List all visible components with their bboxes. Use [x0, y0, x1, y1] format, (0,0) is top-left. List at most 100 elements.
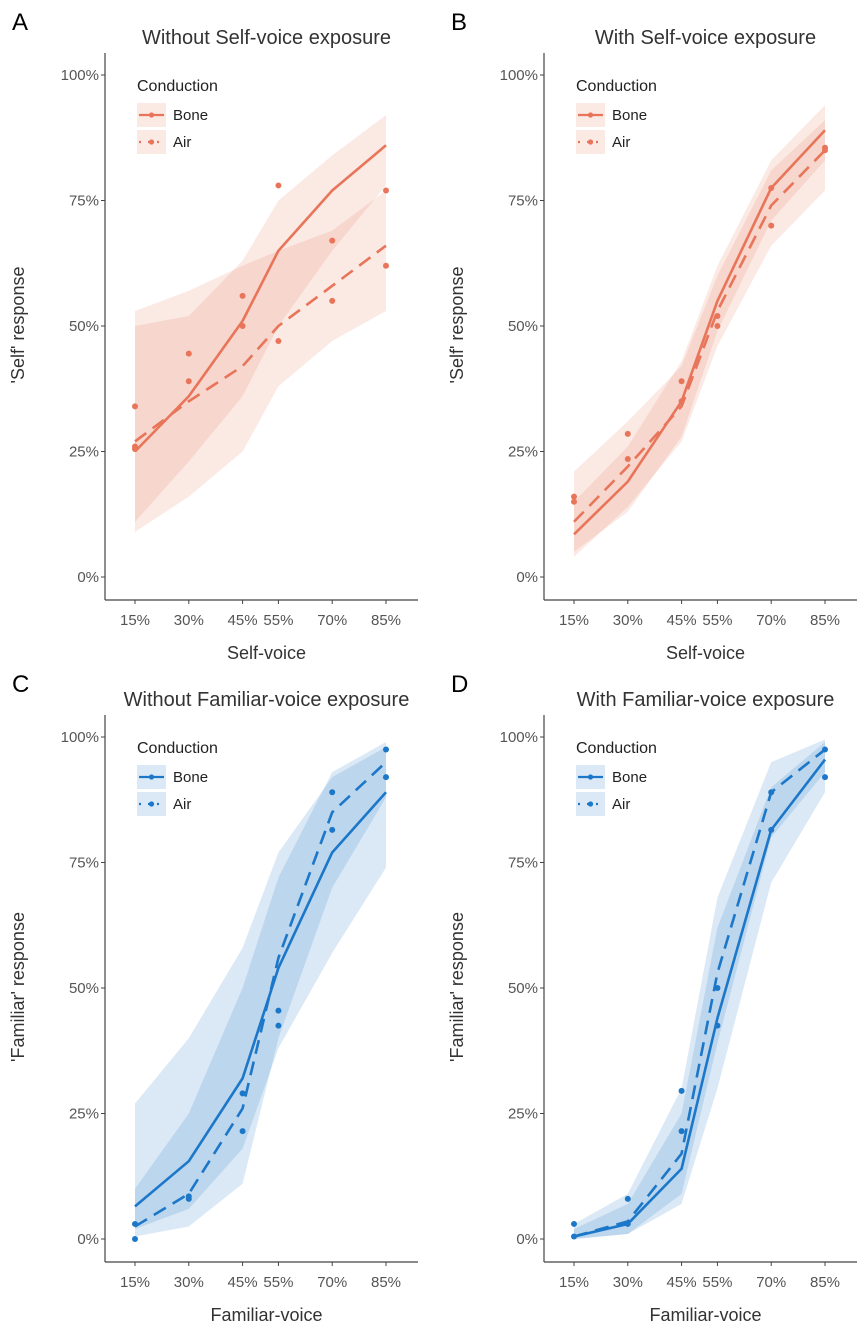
y-tick-label: 100%	[61, 67, 99, 84]
data-point-bone	[714, 1022, 721, 1029]
data-point-bone	[185, 378, 192, 385]
data-point-air	[329, 297, 336, 304]
x-tick-label: 45%	[667, 612, 697, 629]
data-point-air	[132, 403, 138, 410]
ci-ribbon-air	[574, 120, 825, 557]
y-axis-label: 'Familiar' response	[8, 912, 28, 1062]
x-axis-label: Familiar-voice	[649, 1305, 761, 1325]
ci-ribbon-air	[135, 190, 386, 532]
x-tick-label: 85%	[371, 1274, 401, 1291]
legend-key-point	[587, 774, 594, 780]
legend-key-point	[587, 801, 594, 807]
legend-key-point	[587, 112, 594, 118]
legend-key-point	[148, 801, 155, 807]
y-tick-label: 25%	[69, 444, 99, 461]
data-point-air	[185, 350, 192, 357]
data-point-air	[239, 292, 246, 299]
panel-letter: A	[12, 9, 28, 36]
legend: Conduction Bone Air	[137, 78, 218, 154]
x-tick-label: 70%	[317, 612, 347, 629]
chart-title: Without Self-voice exposure	[142, 27, 391, 49]
data-point-bone	[571, 1233, 577, 1240]
data-point-bone	[822, 746, 828, 753]
y-tick-label: 75%	[508, 193, 538, 210]
data-point-air	[571, 1220, 577, 1227]
ci-ribbon-bone	[135, 115, 386, 522]
series-line-bone	[573, 758, 827, 1238]
x-tick-label: 15%	[559, 1274, 589, 1291]
x-axis-label: Self-voice	[666, 643, 745, 663]
y-tick-label: 50%	[508, 980, 538, 997]
x-tick-label: 15%	[120, 1274, 150, 1291]
x-axis-label: Familiar-voice	[210, 1305, 322, 1325]
legend-label: Bone	[612, 769, 647, 786]
x-axis-label: Self-voice	[227, 643, 306, 663]
y-tick-label: 0%	[516, 569, 538, 586]
x-tick-label: 30%	[613, 1274, 643, 1291]
data-point-air	[571, 493, 577, 500]
y-tick-label: 100%	[500, 67, 538, 84]
x-tick-label: 45%	[228, 612, 258, 629]
ci-ribbon-air	[574, 739, 825, 1239]
data-point-air	[822, 774, 828, 781]
data-point-bone	[329, 237, 336, 244]
series-line-air	[573, 149, 826, 523]
legend-title: Conduction	[137, 78, 218, 95]
x-tick-label: 85%	[371, 612, 401, 629]
x-tick-label: 55%	[702, 1274, 732, 1291]
data-point-air	[768, 789, 775, 796]
data-point-bone	[678, 1128, 685, 1135]
legend-label: Bone	[173, 769, 208, 786]
ci-ribbon-bone	[135, 747, 386, 1229]
data-point-air	[714, 985, 721, 991]
x-tick-label: 15%	[559, 612, 589, 629]
y-tick-label: 25%	[69, 1106, 99, 1123]
legend-label: Bone	[173, 107, 208, 124]
y-tick-label: 50%	[69, 980, 99, 997]
x-tick-label: 30%	[174, 1274, 204, 1291]
data-point-bone	[383, 187, 389, 194]
series-line-air	[134, 244, 387, 443]
data-point-air	[678, 378, 685, 385]
data-point-bone	[624, 1220, 631, 1227]
data-point-bone	[275, 1007, 282, 1014]
ci-ribbon-air	[135, 742, 386, 1237]
data-point-bone	[768, 184, 775, 191]
panel-b: B With Self-voice exposure 0% 25% 50% 75% 100%…	[447, 9, 857, 663]
x-tick-label: 45%	[667, 1274, 697, 1291]
legend-label: Air	[173, 134, 191, 151]
legend-key-point	[148, 139, 155, 145]
legend-key-point	[587, 139, 594, 145]
data-point-air	[768, 222, 775, 229]
data-point-air	[714, 323, 721, 329]
panel-a: A Without Self-voice exposure 0% 25% 50% 75% 1…	[8, 9, 418, 663]
legend-title: Conduction	[576, 740, 657, 757]
x-tick-label: 30%	[174, 612, 204, 629]
x-tick-label: 70%	[317, 1274, 347, 1291]
data-point-bone	[383, 774, 389, 781]
y-axis-label: 'Familiar' response	[447, 912, 467, 1062]
y-tick-label: 75%	[69, 855, 99, 872]
data-point-air	[239, 1128, 246, 1135]
legend: Conduction Bone Air	[576, 740, 657, 816]
series-line-air	[573, 748, 826, 1238]
y-axis-label: 'Self' response	[447, 267, 467, 384]
panel-c: C Without Familiar-voice exposure 0% 25% 50%…	[8, 671, 418, 1325]
y-tick-label: 75%	[69, 193, 99, 210]
data-point-bone	[571, 498, 577, 505]
legend-label: Bone	[612, 107, 647, 124]
y-tick-label: 50%	[69, 318, 99, 335]
y-tick-label: 0%	[516, 1231, 538, 1248]
panel-letter: B	[451, 9, 467, 36]
data-point-bone	[239, 323, 246, 329]
legend-label: Air	[173, 796, 191, 813]
chart-title: With Self-voice exposure	[595, 27, 816, 49]
data-point-bone	[329, 826, 336, 833]
chart-title: With Familiar-voice exposure	[577, 689, 835, 711]
y-tick-label: 0%	[77, 1231, 99, 1248]
legend: Conduction Bone Air	[137, 740, 218, 816]
x-tick-label: 85%	[810, 612, 840, 629]
data-point-bone	[239, 1090, 246, 1097]
x-tick-label: 55%	[263, 612, 293, 629]
